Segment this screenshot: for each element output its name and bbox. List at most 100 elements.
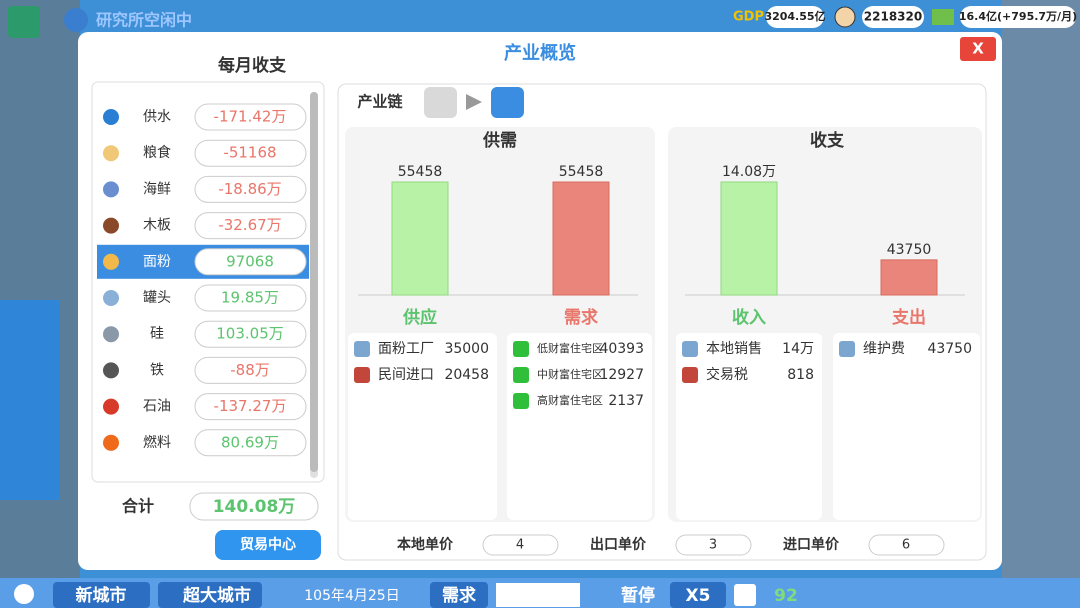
menu-button[interactable] [8, 6, 40, 38]
detail-card [507, 333, 652, 520]
pause-button[interactable]: 暂停 [621, 585, 655, 606]
detail-icon [839, 341, 855, 357]
detail-value: 2137 [608, 393, 644, 409]
bar-label: 55458 [559, 164, 604, 180]
price-label: 进口单价 [783, 536, 840, 553]
category-label: 供应 [402, 307, 437, 328]
population-value: 2218320 [864, 10, 922, 24]
detail-icon [513, 341, 529, 357]
demand-box[interactable] [430, 582, 488, 608]
speed-box[interactable] [670, 582, 726, 608]
resource-name[interactable]: 铁 [150, 362, 164, 378]
close-button[interactable] [960, 37, 996, 61]
resource-icon [103, 253, 119, 270]
chain-input-icon[interactable] [424, 87, 457, 118]
date: 105年4月25日 [304, 588, 399, 604]
bar-label: 43750 [887, 242, 932, 258]
value-pill [194, 103, 307, 131]
value-pill [194, 284, 307, 312]
detail-name: 交易税 [706, 366, 748, 383]
money-value: 16.4亿(+795.7万/月) [959, 9, 1077, 23]
water [0, 300, 60, 500]
resource-name[interactable]: 供水 [143, 109, 171, 125]
price-value[interactable]: 3 [709, 538, 717, 553]
category-label: 需求 [564, 307, 598, 328]
bar [552, 181, 610, 296]
bar [391, 181, 449, 296]
rating-value: 92 [774, 586, 798, 606]
detail-name: 高财富住宅区 [537, 393, 603, 407]
demand-label[interactable]: 需求 [442, 585, 476, 606]
chain-output-icon[interactable] [491, 87, 524, 118]
resource-name[interactable]: 面粉 [143, 254, 171, 270]
detail-name: 面粉工厂 [378, 341, 434, 357]
detail-icon [513, 367, 529, 383]
bar [720, 181, 778, 296]
demand-meter [496, 583, 580, 607]
detail-icon [513, 393, 529, 409]
price-label: 出口单价 [590, 536, 647, 553]
resource-name[interactable]: 木板 [143, 218, 171, 234]
detail-card [676, 333, 822, 520]
value-pill [194, 393, 307, 421]
detail-name: 维护费 [863, 341, 905, 357]
detail-name: 低财富住宅区 [537, 341, 603, 355]
chart-title: 供需 [482, 130, 517, 151]
resource-icon [103, 434, 119, 451]
money-pill [960, 6, 1076, 28]
trade-center-button[interactable] [215, 530, 321, 560]
monthly-title: 每月收支 [218, 55, 287, 76]
resource-value: 19.85万 [221, 289, 279, 307]
gdp-value: 3204.55亿 [764, 9, 825, 23]
category-label: 收入 [732, 307, 766, 328]
bar-label: 14.08万 [722, 164, 776, 180]
population-icon [834, 6, 856, 28]
detail-value: 818 [787, 367, 814, 383]
resource-name[interactable]: 罐头 [143, 290, 171, 306]
research-icon [64, 8, 88, 32]
category-label: 支出 [892, 307, 926, 328]
detail-icon [354, 367, 370, 383]
research-status: 研究所空闲中 [96, 11, 192, 30]
money-icon [932, 9, 954, 25]
resource-value: -32.67万 [218, 216, 281, 234]
resource-name[interactable]: 粮食 [143, 144, 171, 161]
resource-value: -137.27万 [214, 397, 287, 415]
price-value[interactable]: 4 [516, 538, 524, 553]
price-pill[interactable] [675, 534, 752, 556]
value-pill [194, 248, 307, 276]
price-pill[interactable] [482, 534, 559, 556]
value-pill [194, 175, 307, 203]
value-pill [194, 429, 307, 457]
detail-value: 43750 [927, 341, 972, 357]
detail-card [348, 333, 497, 520]
detail-name: 本地销售 [706, 341, 762, 357]
resource-icon [103, 362, 119, 379]
resource-icon [103, 326, 119, 343]
value-pill [194, 139, 307, 167]
total-value: 140.08万 [213, 497, 296, 517]
resource-name[interactable]: 燃料 [143, 434, 171, 451]
speed-label[interactable]: X5 [686, 586, 711, 606]
settings-button[interactable] [14, 584, 34, 604]
price-pill[interactable] [868, 534, 945, 556]
resource-name[interactable]: 硅 [150, 326, 164, 342]
detail-name: 中财富住宅区 [537, 367, 603, 381]
detail-value: 12927 [599, 367, 644, 383]
resource-icon [103, 145, 119, 162]
resource-name[interactable]: 海鲜 [143, 181, 171, 197]
detail-value: 20458 [444, 367, 489, 383]
trade-center-label[interactable]: 贸易中心 [240, 536, 296, 553]
resource-name[interactable]: 石油 [143, 399, 171, 415]
value-pill [194, 356, 307, 384]
detail-name: 民间进口 [378, 367, 434, 383]
bar-label: 55458 [398, 164, 443, 180]
resource-icon [103, 290, 119, 306]
close-label[interactable]: X [972, 40, 984, 58]
price-value[interactable]: 6 [902, 538, 910, 553]
resource-icon [103, 398, 119, 415]
resource-icon [103, 217, 119, 234]
scrollbar-thumb[interactable] [310, 92, 318, 472]
city-box[interactable] [53, 582, 150, 608]
city-name[interactable]: 新城市 [76, 585, 127, 606]
